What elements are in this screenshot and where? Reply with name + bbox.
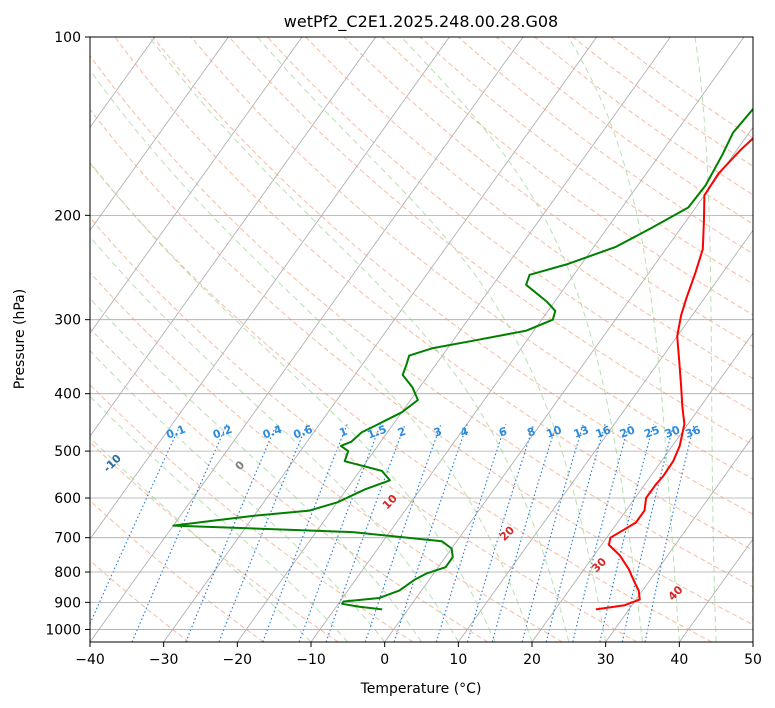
isotherm-line [679, 538, 753, 642]
mixing-ratio-line [545, 423, 606, 642]
isotherm-line [90, 37, 229, 232]
chart-title: wetPf2_C2E1.2025.248.00.28.G08 [284, 12, 558, 32]
x-tick-label: −30 [149, 652, 179, 668]
mixing-ratio-label: 3 [432, 425, 444, 440]
x-tick-label: 0 [380, 652, 389, 668]
dry-adiabat-line [90, 559, 190, 642]
traces [172, 107, 753, 611]
plot-frame [89, 36, 754, 643]
temperature-trace [595, 137, 753, 611]
isotherm-line [90, 37, 524, 642]
x-axis-label: Temperature (°C) [360, 681, 482, 697]
pressure-grid [90, 37, 753, 630]
x-axis-ticks: −40 −30 −20 −10 0 10 20 30 40 50 [75, 642, 762, 668]
x-tick-label: 10 [449, 652, 467, 668]
y-tick-label: 400 [54, 387, 81, 403]
dry-adiabat-line [90, 272, 563, 642]
mixing-ratio-line [131, 423, 228, 642]
dry-adiabat-line [228, 37, 753, 446]
mixing-ratio-label: 16 [594, 423, 613, 441]
mixing-ratio-line [90, 423, 182, 625]
y-axis-ticks: 100 200 300 400 500 600 700 800 900 1000 [45, 30, 90, 638]
dry-adiabat-line [152, 37, 753, 515]
x-tick-label: −10 [296, 652, 326, 668]
dry-adiabat-line [90, 327, 488, 642]
dry-adiabat-line [114, 37, 753, 551]
dry-adiabat-line [90, 108, 753, 626]
isotherm-line [531, 332, 753, 642]
x-tick-label: 20 [523, 652, 541, 668]
dry-adiabat-line [90, 216, 638, 642]
y-tick-label: 300 [54, 313, 81, 329]
mixing-ratio-label: 13 [572, 423, 591, 440]
moist-adiabat-line [90, 161, 496, 642]
mixing-ratio-label: 0.2 [211, 423, 234, 442]
moist-adiabat-line [148, 37, 570, 642]
mixing-ratio-line [644, 423, 695, 642]
mixing-ratio-label: 4 [459, 425, 471, 440]
mixing-ratio-label: 20 [618, 423, 637, 441]
mixing-ratio-line [185, 423, 278, 642]
isotherm-line [163, 37, 598, 642]
isotherm-line [90, 37, 303, 334]
dry-adiabat-line [90, 54, 753, 588]
mixing-ratio-line [621, 423, 675, 642]
mixing-ratio-line [298, 423, 382, 642]
isotherm-line [237, 37, 671, 642]
mixing-ratio-label: 25 [643, 423, 662, 440]
mixing-ratio-label: 0.6 [292, 423, 315, 442]
mixing-ratio-label: 1 [338, 425, 350, 440]
x-tick-label: 50 [744, 652, 762, 668]
x-tick-label: 40 [670, 652, 688, 668]
y-tick-label: 500 [54, 444, 81, 460]
mixing-ratio-label: 8 [526, 425, 538, 440]
moist-adiabat-line [567, 37, 680, 642]
mixing-ratio-label: 1.5 [366, 423, 389, 442]
mixing-ratio-line [521, 423, 584, 642]
mixing-ratio-line [262, 423, 348, 642]
isotherm-line [458, 229, 753, 642]
x-tick-label: 30 [597, 652, 615, 668]
y-tick-label: 200 [54, 208, 81, 224]
y-axis-label: Pressure (hPa) [12, 289, 28, 389]
isotherm-line [90, 37, 450, 540]
mixing-ratio-label: 36 [684, 423, 703, 441]
dewpoint-trace [172, 107, 753, 611]
mixing-ratio-line [572, 423, 630, 642]
moist-adiabat-line [257, 37, 607, 642]
mixing-ratio-label: 2 [396, 425, 408, 440]
moist-adiabat-line [90, 236, 459, 642]
dry-adiabat-line [419, 37, 753, 285]
mixing-ratio-label: 0.4 [261, 423, 284, 442]
mixing-ratio-line [218, 423, 308, 642]
y-tick-label: 600 [54, 491, 81, 507]
y-tick-label: 800 [54, 565, 81, 581]
moist-adiabat-line [90, 395, 349, 642]
moist-adiabat-line [90, 69, 533, 642]
y-tick-label: 700 [54, 531, 81, 547]
y-tick-label: 100 [54, 30, 81, 46]
dry-adiabat-line [381, 37, 753, 316]
mixing-ratio-line [491, 423, 557, 642]
mixing-ratio-label: 0.1 [164, 423, 187, 442]
x-tick-label: −40 [75, 652, 105, 668]
y-tick-label: 900 [54, 595, 81, 611]
mixing-ratio-label: 6 [497, 425, 509, 440]
isotherm-line [384, 126, 753, 642]
isotherm-line [605, 435, 753, 642]
x-tick-label: −20 [223, 652, 253, 668]
dry-adiabat-line [267, 37, 753, 412]
mixing-ratio-label: 10 [545, 423, 564, 441]
y-tick-label: 1000 [45, 622, 81, 638]
moist-adiabat-line [694, 37, 717, 642]
mixing-ratio-label: 30 [663, 423, 682, 441]
isotherm-line [90, 37, 377, 437]
moist-adiabat-line [90, 297, 422, 642]
